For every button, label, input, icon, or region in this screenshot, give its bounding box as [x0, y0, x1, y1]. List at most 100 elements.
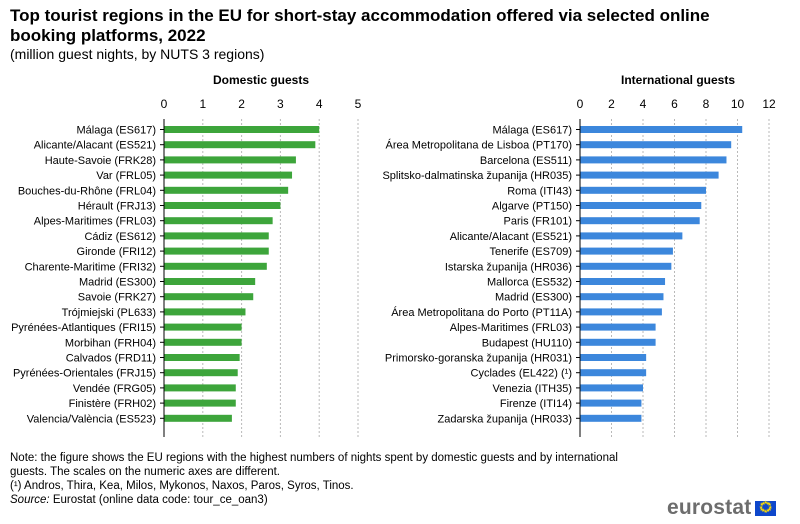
- eu-flag-star-icon: ★: [761, 500, 766, 507]
- international-category-label: Alicante/Alacant (ES521): [450, 231, 572, 243]
- eu-flag-star-icon: ★: [763, 499, 768, 506]
- domestic-category-label: Morbihan (FRH04): [65, 337, 156, 349]
- domestic-bar: [164, 399, 236, 407]
- domestic-bar: [164, 186, 289, 194]
- international-category-label: Firenze (ITI14): [500, 398, 572, 410]
- domestic-bar: [164, 156, 296, 164]
- international-bar: [580, 247, 673, 255]
- note-text: Note: the figure shows the EU regions wi…: [10, 452, 618, 478]
- international-bar: [580, 354, 647, 361]
- domestic-tick-label: 0: [161, 97, 168, 111]
- international-bar: [580, 171, 719, 179]
- domestic-category-label: Alicante/Alacant (ES521): [34, 140, 156, 152]
- domestic-tick-label: 5: [355, 97, 362, 111]
- domestic-category-label: Madrid (ES300): [79, 277, 156, 289]
- eu-flag-star-icon: ★: [763, 509, 768, 516]
- international-bar: [580, 186, 706, 194]
- domestic-bar: [164, 171, 293, 179]
- domestic-chart-title: Domestic guests: [213, 73, 309, 87]
- eu-flag-star-icon: ★: [767, 506, 772, 513]
- international-category-label: Barcelona (ES511): [480, 155, 572, 167]
- domestic-category-label: Finistère (FRH02): [69, 398, 156, 410]
- source-label: Source:: [10, 494, 50, 506]
- domestic-bar: [164, 202, 281, 209]
- international-bar: [580, 384, 643, 392]
- international-bar: [580, 399, 642, 407]
- chart-subtitle: (million guest nights, by NUTS 3 regions…: [10, 46, 265, 62]
- international-category-label: Alpes-Maritimes (FRL03): [450, 322, 572, 334]
- international-category-label: Splitsko-dalmatinska županija (HR035): [382, 170, 572, 182]
- notes-block: Note: the figure shows the EU regions wi…: [10, 451, 650, 507]
- domestic-category-label: Calvados (FRD11): [66, 353, 156, 365]
- domestic-bar: [164, 338, 242, 346]
- eurostat-logo-text: eurostat: [667, 496, 752, 519]
- international-tick-label: 4: [640, 97, 647, 111]
- international-category-label: Zadarska županija (HR033): [437, 413, 572, 425]
- domestic-category-label: Pyrénées-Orientales (FRJ15): [13, 368, 156, 380]
- international-category-label: Málaga (ES617): [493, 125, 573, 137]
- domestic-bar: [164, 126, 320, 133]
- domestic-tick-label: 4: [316, 97, 323, 111]
- domestic-bar: [164, 354, 240, 361]
- domestic-bar: [164, 323, 242, 331]
- domestic-bar: [164, 293, 254, 301]
- domestic-category-label: Málaga (ES617): [77, 125, 157, 137]
- international-category-label: Área Metropolitana de Lisboa (PT170): [386, 139, 573, 152]
- domestic-bar: [164, 414, 232, 422]
- domestic-category-label: Alpes-Maritimes (FRL03): [34, 216, 156, 228]
- international-category-label: Mallorca (ES532): [487, 277, 572, 289]
- domestic-category-label: Trójmiejski (PL633): [62, 307, 156, 319]
- international-tick-label: 10: [731, 97, 745, 111]
- international-category-label: Área Metropolitana do Porto (PT11A): [391, 306, 572, 319]
- international-bar: [580, 232, 683, 240]
- international-bar: [580, 323, 656, 331]
- eurostat-logo: eurostat ★ ★ ★ ★ ★ ★ ★ ★ ★ ★ ★ ★: [667, 496, 777, 519]
- international-bar: [580, 338, 656, 346]
- eu-flag-star-icon: ★: [761, 508, 766, 515]
- domestic-bar: [164, 369, 238, 377]
- domestic-category-label: Haute-Savoie (FRK28): [45, 155, 156, 167]
- eu-flag-star-icon: ★: [765, 508, 771, 515]
- footnote-text: (¹) Andros, Thira, Kea, Milos, Mykonos, …: [10, 480, 354, 492]
- international-chart-title: International guests: [621, 73, 735, 87]
- international-bar: [580, 156, 727, 164]
- international-tick-label: 2: [608, 97, 615, 111]
- eu-flag-icon: ★ ★ ★ ★ ★ ★ ★ ★ ★ ★ ★ ★: [755, 499, 777, 516]
- domestic-category-label: Var (FRL05): [96, 170, 156, 182]
- international-tick-label: 0: [577, 97, 584, 111]
- domestic-bar: [164, 384, 236, 392]
- domestic-category-label: Charente-Maritime (FRI32): [25, 261, 156, 273]
- source-text: Eurostat (online data code: tour_ce_oan3…: [49, 494, 268, 506]
- domestic-bar: [164, 232, 269, 240]
- international-bar: [580, 278, 666, 285]
- international-bar: [580, 293, 664, 301]
- domestic-bar: [164, 247, 269, 255]
- domestic-bar: [164, 278, 256, 285]
- international-category-label: Tenerife (ES709): [489, 246, 572, 258]
- international-category-label: Primorsko-goranska županija (HR031): [385, 353, 572, 365]
- eu-flag-star-icon: ★: [758, 504, 764, 511]
- eu-flag-star-icon: ★: [768, 504, 773, 511]
- domestic-bar: [164, 141, 316, 149]
- domestic-category-label: Hérault (FRJ13): [78, 201, 156, 213]
- source-line: Source: Eurostat (online data code: tour…: [10, 493, 650, 507]
- domestic-tick-label: 1: [199, 97, 206, 111]
- domestic-category-label: Savoie (FRK27): [78, 292, 156, 304]
- international-bar: [580, 308, 662, 316]
- international-category-label: Istarska županija (HR036): [445, 261, 572, 273]
- international-category-label: Cyclades (EL422) (¹): [471, 368, 572, 380]
- international-category-label: Paris (FR101): [504, 216, 572, 228]
- international-category-label: Roma (ITI43): [507, 185, 572, 197]
- international-tick-label: 12: [762, 97, 776, 111]
- domestic-category-label: Pyrénées-Atlantiques (FRI15): [11, 322, 156, 334]
- international-bar: [580, 414, 642, 422]
- eu-flag-star-icon: ★: [759, 502, 764, 509]
- international-tick-label: 8: [703, 97, 710, 111]
- domestic-category-label: Cádiz (ES612): [84, 231, 156, 243]
- domestic-category-label: Vendée (FRG05): [73, 383, 156, 395]
- eu-flag-star-icon: ★: [765, 500, 771, 507]
- eu-flag-star-icon: ★: [759, 506, 764, 513]
- international-bar: [580, 141, 732, 149]
- international-category-label: Madrid (ES300): [495, 292, 572, 304]
